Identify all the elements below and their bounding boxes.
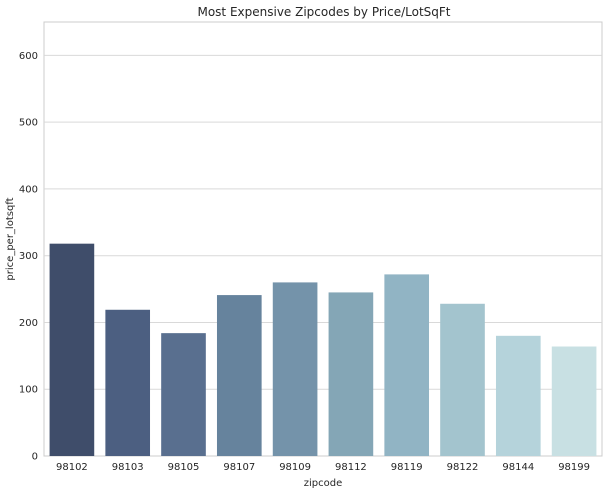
bar-98119 (384, 274, 430, 456)
x-tick-labels: 98102 98103 98105 98107 98109 98112 98119 98122… (56, 462, 590, 473)
y-tick-label: 500 (19, 118, 38, 129)
bar-98109 (272, 282, 318, 456)
bar-98122 (440, 303, 485, 456)
x-axis-label: zipcode (304, 478, 343, 489)
bar-98112 (328, 292, 374, 456)
x-tick-label: 98103 (112, 462, 144, 473)
x-tick-label: 98105 (168, 462, 200, 473)
x-tick-label: 98107 (223, 462, 255, 473)
bar-98105 (161, 333, 206, 456)
x-tick-label: 98199 (558, 462, 590, 473)
y-tick-label: 0 (32, 452, 38, 463)
y-tick-label: 400 (19, 184, 38, 195)
x-tick-label: 98109 (279, 462, 311, 473)
y-tick-label: 300 (19, 251, 38, 262)
y-tick-label: 200 (19, 318, 38, 329)
y-tick-labels: 0 100 200 300 400 500 600 (19, 51, 38, 463)
bar-98107 (216, 295, 262, 456)
y-axis-label: price_per_lotsqft (5, 197, 16, 280)
y-tick-label: 600 (19, 51, 38, 62)
bars (49, 243, 597, 456)
bar-98144 (495, 335, 541, 456)
x-tick-label: 98119 (391, 462, 423, 473)
y-tick-label: 100 (19, 385, 38, 396)
chart-title: Most Expensive Zipcodes by Price/LotSqFt (197, 5, 450, 19)
bar-98102 (49, 243, 95, 456)
bar-98103 (105, 309, 151, 456)
x-tick-label: 98102 (56, 462, 88, 473)
x-tick-label: 98144 (502, 462, 534, 473)
x-tick-label: 98122 (447, 462, 479, 473)
bar-98199 (551, 346, 597, 456)
x-tick-label: 98112 (335, 462, 367, 473)
